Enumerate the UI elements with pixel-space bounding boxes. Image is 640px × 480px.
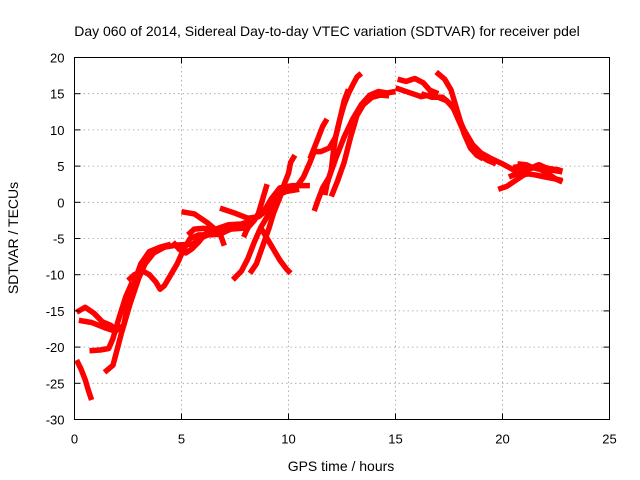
series-arc-01 xyxy=(74,358,95,401)
y-tick-label: -10 xyxy=(46,268,65,283)
chart-title: Day 060 of 2014, Sidereal Day-to-day VTE… xyxy=(74,23,580,39)
series-arc-08 xyxy=(181,208,227,247)
series-arc-27 xyxy=(512,161,564,174)
series-arc-13 xyxy=(241,183,270,239)
grid xyxy=(74,57,610,420)
x-axis-label: GPS time / hours xyxy=(288,458,395,474)
y-tick-label: 15 xyxy=(50,87,64,102)
series-arc-10 xyxy=(219,186,300,221)
series-arc-14 xyxy=(258,226,293,276)
y-tick-label: 5 xyxy=(57,159,64,174)
series-arc-11 xyxy=(230,196,282,282)
y-axis-label: SDTVAR / TECUs xyxy=(5,182,21,294)
x-tick-label: 15 xyxy=(388,432,402,447)
series-arc-20 xyxy=(396,75,440,97)
series-arc-12 xyxy=(247,153,298,275)
x-tick-label: 20 xyxy=(495,432,509,447)
y-tick-label: -25 xyxy=(46,376,65,391)
series-arc-18 xyxy=(328,92,390,198)
y-tick-label: -20 xyxy=(46,340,65,355)
y-tick-label: -30 xyxy=(46,413,65,428)
y-tick-label: 10 xyxy=(50,123,64,138)
series-arc-16 xyxy=(311,88,396,212)
series-arc-17 xyxy=(322,88,351,196)
x-tick-label: 25 xyxy=(602,432,616,447)
ticks xyxy=(74,57,610,420)
x-tick-label: 10 xyxy=(281,432,295,447)
y-tick-label: 0 xyxy=(57,195,64,210)
tick-labels: 0 5 10 15 20 25 -30 -25 -20 -15 -10 -5 0 5 10 15 20 xyxy=(46,51,617,447)
series-arc-19 xyxy=(307,117,330,160)
y-tick-label: -15 xyxy=(46,304,65,319)
series-arc-04 xyxy=(89,280,135,354)
series-arc-06 xyxy=(126,224,251,292)
series-arc-24 xyxy=(497,170,531,192)
x-tick-label: 5 xyxy=(178,432,185,447)
series-arc-02 xyxy=(75,304,120,334)
series-group xyxy=(74,69,564,401)
y-tick-label: -5 xyxy=(53,232,65,247)
series-arc-23 xyxy=(420,91,564,185)
y-tick-label: 20 xyxy=(50,51,64,66)
x-tick-label: 0 xyxy=(71,432,78,447)
